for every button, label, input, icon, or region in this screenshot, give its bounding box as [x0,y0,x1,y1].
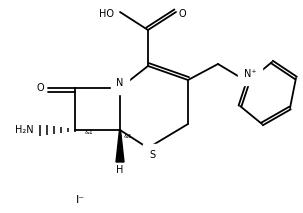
Text: H₂N: H₂N [15,125,33,135]
Text: I⁻: I⁻ [75,195,85,205]
Text: H: H [116,165,124,175]
Text: &1: &1 [85,130,94,134]
Text: &1: &1 [124,134,133,139]
Text: S: S [149,150,155,160]
Text: O: O [36,83,44,93]
Polygon shape [116,130,124,162]
Text: HO: HO [98,9,114,19]
Text: N⁺: N⁺ [244,69,256,79]
Text: N: N [116,78,124,88]
Text: O: O [178,9,186,19]
